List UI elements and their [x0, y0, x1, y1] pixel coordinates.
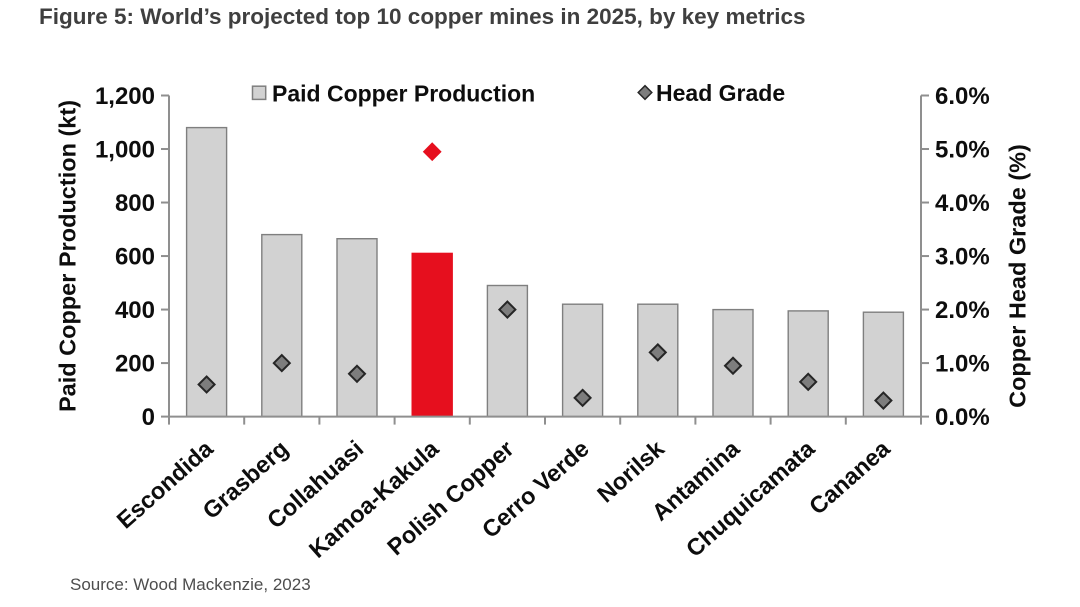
- left-axis-tick-label: 1,000: [95, 137, 155, 164]
- bar-grasberg: [261, 233, 303, 418]
- left-axis-tick-label: 200: [115, 351, 155, 378]
- diamond-chuquicamata: [798, 372, 818, 392]
- right-axis-tick-label: 5.0%: [935, 137, 990, 164]
- legend-bar-marker-icon: [251, 85, 267, 101]
- left-axis-tick-label: 800: [115, 190, 155, 217]
- legend: Paid Copper Production Head Grade: [251, 80, 785, 106]
- diamond-polish-copper: [497, 300, 517, 319]
- left-axis-tick-label: 600: [115, 244, 155, 271]
- source-note: Source: Wood Mackenzie, 2023: [70, 575, 311, 594]
- category-labels: EscondidaGrasbergCollahuasiKamoa-KakulaP…: [112, 435, 896, 563]
- left-axis-title: Paid Copper Production (kt): [54, 100, 80, 412]
- diamond-antamina: [723, 356, 743, 376]
- axes: [161, 94, 929, 425]
- category-label-escondida: Escondida: [112, 435, 219, 534]
- diamond-cerro-verde: [573, 388, 593, 408]
- left-axis-tick-label: 1,200: [95, 83, 155, 110]
- legend-label-head-grade: Head Grade: [656, 80, 785, 106]
- bar-escondida: [185, 126, 228, 418]
- bars-series: [185, 126, 905, 418]
- head-grade-series: [197, 142, 893, 410]
- bar-chuquicamata: [787, 310, 829, 418]
- diamond-kamoa-kakula: [422, 142, 442, 162]
- right-axis-tick-label: 4.0%: [935, 190, 990, 217]
- figure-title: Figure 5: World’s projected top 10 coppe…: [39, 3, 806, 29]
- bar-kamoa-kakula: [411, 252, 453, 418]
- category-label-polish-copper: Polish Copper: [382, 435, 519, 560]
- category-label-kamoa-kakula: Kamoa-Kakula: [304, 435, 444, 563]
- category-label-cananea: Cananea: [804, 435, 895, 520]
- diamond-norilsk: [648, 342, 668, 362]
- legend-diamond-marker-icon: [637, 84, 653, 101]
- right-axis-tick-label: 0.0%: [935, 404, 990, 431]
- diamond-grasberg: [272, 353, 292, 373]
- left-axis-tick-label: 0: [142, 404, 155, 431]
- right-axis-tick-label: 1.0%: [935, 351, 990, 378]
- tick-labels: 0 200 400 600 800 1,000 1,200 0.0% 1.0% 2.0% 3.0% 4…: [95, 83, 990, 431]
- right-axis-title: Copper Head Grade (%): [1004, 144, 1030, 408]
- diamond-collahuasi: [347, 364, 367, 384]
- legend-label-paid-copper-production: Paid Copper Production: [272, 80, 535, 106]
- right-axis-tick-label: 3.0%: [935, 244, 990, 271]
- right-axis-tick-label: 6.0%: [935, 83, 990, 110]
- diamond-cananea: [873, 391, 893, 410]
- bar-collahuasi: [336, 237, 378, 418]
- category-label-chuquicamata: Chuquicamata: [681, 435, 820, 562]
- right-axis-tick-label: 2.0%: [935, 297, 990, 324]
- diamond-escondida: [197, 375, 217, 394]
- left-axis-tick-label: 400: [115, 297, 155, 324]
